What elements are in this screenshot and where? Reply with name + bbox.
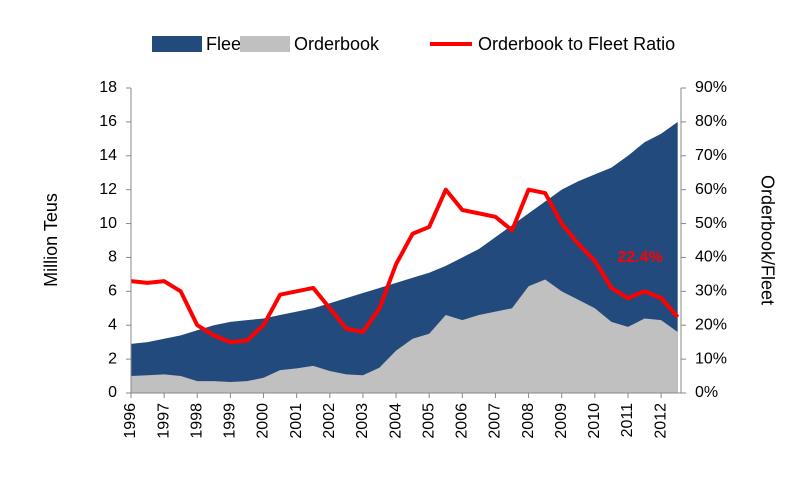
x-tick-label: 2008 (520, 403, 537, 439)
area (131, 279, 678, 393)
legend-label: Fleet (206, 34, 246, 54)
y2-tick-label: 90% (695, 79, 727, 96)
x-tick-label: 2012 (652, 403, 669, 439)
y-tick-label: 18 (99, 79, 117, 96)
x-tick-label: 1998 (188, 403, 205, 439)
y-tick-label: 6 (108, 283, 117, 300)
y-tick-label: 16 (99, 113, 117, 130)
y2-tick-label: 30% (695, 283, 727, 300)
y-tick-label: 4 (108, 316, 117, 333)
y2-tick-label: 50% (695, 215, 727, 232)
y2-tick-label: 10% (695, 350, 727, 367)
x-tick-label: 2005 (420, 403, 437, 439)
legend-label: Orderbook to Fleet Ratio (478, 34, 675, 54)
annotation: 22.4% (617, 249, 662, 266)
y2-tick-label: 20% (695, 316, 727, 333)
x-tick-label: 2002 (321, 403, 338, 439)
x-tick-label: 2001 (288, 403, 305, 439)
y2-tick-label: 60% (695, 181, 727, 198)
x-tick-label: 2004 (387, 403, 404, 439)
x-tick-label: 2010 (586, 403, 603, 439)
plot-area (130, 121, 680, 393)
legend-swatch (152, 36, 202, 52)
legend-label: Orderbook (294, 34, 380, 54)
x-tick-label: 2007 (487, 403, 504, 439)
y2-tick-label: 70% (695, 147, 727, 164)
y-tick-label: 10 (99, 215, 117, 232)
y-tick-label: 0 (108, 384, 117, 401)
y-tick-label: 2 (108, 350, 117, 367)
y2-tick-label: 80% (695, 113, 727, 130)
x-tick-label: 2000 (255, 403, 272, 439)
x-tick-label: 1997 (155, 403, 172, 439)
x-tick-label: 1996 (122, 403, 139, 439)
x-tick-label: 2003 (354, 403, 371, 439)
x-tick-label: 2009 (553, 403, 570, 439)
y-axis-label: Million Teus (41, 193, 61, 287)
x-tick-label: 1999 (222, 403, 239, 439)
y2-axis-label: Orderbook/Fleet (757, 175, 777, 305)
y-tick-label: 12 (99, 181, 117, 198)
x-tick-label: 2006 (454, 403, 471, 439)
x-tick-label: 2011 (619, 403, 636, 438)
legend-swatch (240, 36, 290, 52)
y2-tick-label: 40% (695, 249, 727, 266)
y-tick-label: 14 (99, 147, 117, 164)
line (130, 187, 680, 345)
y2-tick-label: 0% (695, 384, 718, 401)
y-tick-label: 8 (108, 249, 117, 266)
